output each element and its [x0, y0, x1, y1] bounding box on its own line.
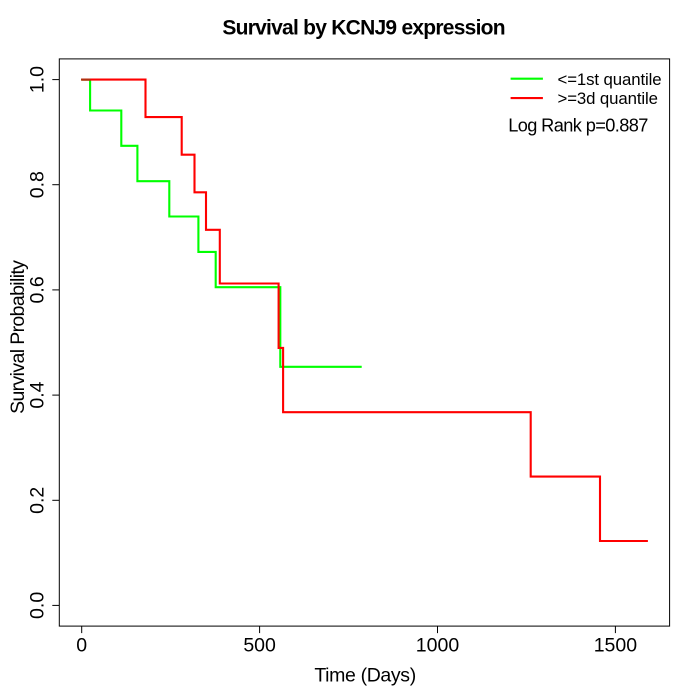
- svg-text:1500: 1500: [594, 634, 638, 656]
- svg-text:>=3d quantile: >=3d quantile: [558, 89, 658, 108]
- svg-text:0.8: 0.8: [27, 171, 49, 198]
- svg-text:Survival Probability: Survival Probability: [7, 260, 29, 414]
- svg-text:Time (Days): Time (Days): [314, 665, 415, 687]
- svg-text:0.2: 0.2: [27, 487, 49, 514]
- svg-text:0.6: 0.6: [27, 276, 49, 303]
- svg-text:500: 500: [243, 634, 276, 656]
- svg-text:Survival by KCNJ9 expression: Survival by KCNJ9 expression: [222, 16, 504, 39]
- svg-text:1.0: 1.0: [27, 66, 49, 93]
- svg-text:Log Rank p=0.887: Log Rank p=0.887: [508, 116, 648, 136]
- svg-text:0.4: 0.4: [27, 381, 49, 408]
- svg-text:0: 0: [76, 634, 87, 656]
- svg-text:<=1st quantile: <=1st quantile: [558, 70, 662, 89]
- svg-text:1000: 1000: [416, 634, 460, 656]
- svg-text:0.0: 0.0: [27, 592, 49, 619]
